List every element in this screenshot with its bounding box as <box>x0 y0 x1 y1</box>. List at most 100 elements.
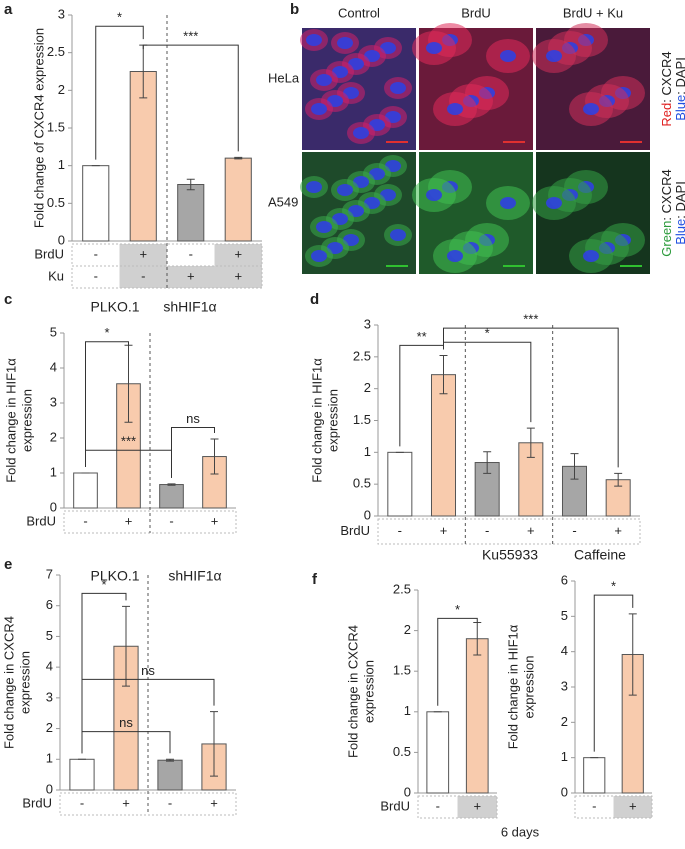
panel-label: f <box>312 571 318 588</box>
cell-shade <box>214 244 262 266</box>
panel-label: e <box>4 556 12 573</box>
nucleus <box>390 82 406 94</box>
y-tick-label: 1 <box>561 749 568 764</box>
y-tick-label: 3 <box>364 316 371 331</box>
error-bar <box>167 483 176 486</box>
significance-label: ns <box>186 411 200 426</box>
image-legend: Blue: DAPI <box>673 57 685 121</box>
legend-segment: Blue <box>673 219 685 245</box>
legend-segment: Green <box>659 221 674 257</box>
bar <box>73 472 98 509</box>
row-cell: - <box>485 523 489 538</box>
y-tick-label: 4 <box>561 643 568 658</box>
significance-bracket <box>85 341 129 467</box>
nucleus <box>546 50 562 62</box>
image-row-label: A549 <box>268 194 298 209</box>
y-tick-label: 2 <box>50 429 57 444</box>
row-label: BrdU <box>34 246 64 261</box>
y-tick-label: 5 <box>561 608 568 623</box>
table-row <box>417 795 498 819</box>
row-label: BrdU <box>340 523 370 538</box>
significance-bracket <box>171 427 215 478</box>
y-tick-label: 2 <box>58 82 65 97</box>
nucleus <box>337 184 353 196</box>
y-axis-label: expression <box>521 656 536 719</box>
y-axis-label: Fold change of CXCR4 expression <box>31 28 46 228</box>
bar <box>159 484 184 509</box>
nucleus <box>447 103 463 115</box>
nucleus <box>316 74 332 86</box>
group-label: shHIF1α <box>168 568 221 584</box>
group-label: PLKO.1 <box>90 568 139 584</box>
error-bar <box>166 758 174 762</box>
significance-bracket <box>81 678 215 754</box>
image-legend: Green: CXCR4 <box>659 169 674 256</box>
y-tick-label: 1 <box>46 751 53 766</box>
legend-segment: : DAPI <box>673 57 685 95</box>
significance-bracket <box>437 617 478 706</box>
significance-label: *** <box>121 434 136 449</box>
group-label: shHIF1α <box>163 299 216 315</box>
significance-label: * <box>101 577 106 592</box>
row-cell: - <box>169 513 173 528</box>
bar <box>177 184 205 242</box>
panel-label: c <box>4 291 12 308</box>
error-bar <box>439 355 448 395</box>
y-tick-label: 0 <box>46 781 53 796</box>
row-cell: + <box>210 795 218 810</box>
y-tick-label: 4 <box>46 659 53 674</box>
error-bar <box>186 178 195 191</box>
y-tick-label: 0 <box>58 232 65 247</box>
significance-label: * <box>485 326 490 341</box>
bar <box>387 451 413 517</box>
row-cell: - <box>436 798 440 813</box>
panel-label: d <box>310 291 319 308</box>
y-axis-label: Fold change in CXCR4 <box>1 616 16 749</box>
y-tick-label: 6 <box>561 572 568 587</box>
y-tick-label: 2.5 <box>393 581 411 596</box>
group-label: Ku55933 <box>482 547 538 563</box>
row-cell: - <box>141 268 145 283</box>
y-axis-label: expression <box>19 389 34 452</box>
cell-shade <box>214 266 262 288</box>
row-label: Ku <box>48 268 64 283</box>
error-bar <box>483 451 492 474</box>
nucleus <box>447 250 463 262</box>
panel-label: b <box>290 1 299 18</box>
row-cell: - <box>83 513 87 528</box>
row-cell: + <box>614 523 622 538</box>
nucleus <box>390 229 406 241</box>
row-cell: + <box>187 268 195 283</box>
significance-bracket <box>593 594 634 752</box>
y-axis-label: Fold change in HIF1α <box>505 624 520 749</box>
error-bar <box>234 156 243 160</box>
significance-bracket <box>443 327 619 468</box>
legend-segment: : DAPI <box>673 181 685 219</box>
error-bar <box>628 613 637 696</box>
row-cell: + <box>527 523 535 538</box>
y-tick-label: 0 <box>50 499 57 514</box>
cell-shade <box>167 266 215 288</box>
nucleus <box>500 197 516 209</box>
y-tick-label: 2 <box>561 714 568 729</box>
nucleus <box>311 103 327 115</box>
row-cell: - <box>80 795 84 810</box>
row-cell: - <box>572 523 576 538</box>
y-tick-label: 7 <box>46 566 53 581</box>
error-bar <box>526 427 535 458</box>
y-axis-label: Fold change in HIF1α <box>309 358 324 483</box>
significance-bracket <box>81 731 171 754</box>
y-tick-label: 1 <box>404 703 411 718</box>
y-tick-label: 3 <box>561 678 568 693</box>
image-column-label: BrdU + Ku <box>563 5 623 20</box>
y-tick-label: 3 <box>50 394 57 409</box>
y-tick-label: 1 <box>364 444 371 459</box>
y-tick-label: 0.5 <box>47 195 65 210</box>
significance-label: ns <box>119 715 133 730</box>
table-row <box>377 518 641 545</box>
bar <box>583 757 606 794</box>
row-cell: - <box>94 246 98 261</box>
row-cell: + <box>234 246 242 261</box>
nucleus <box>353 127 369 139</box>
